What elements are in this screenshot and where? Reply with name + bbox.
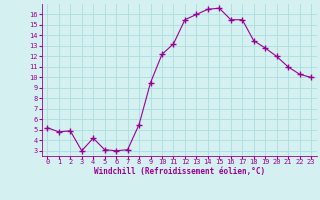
X-axis label: Windchill (Refroidissement éolien,°C): Windchill (Refroidissement éolien,°C) <box>94 167 265 176</box>
